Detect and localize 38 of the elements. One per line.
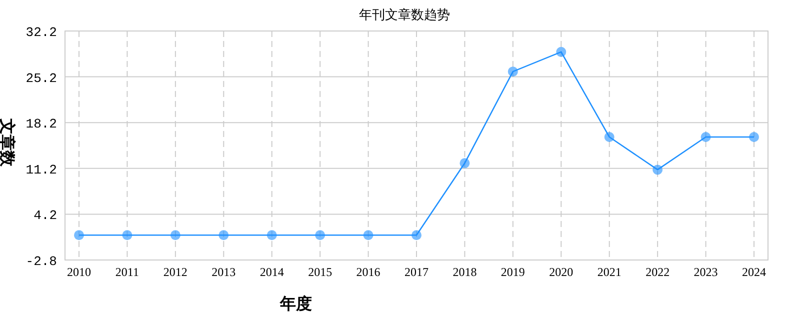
x-tick-label: 2019: [500, 265, 525, 279]
y-tick-label: 11.2: [26, 162, 57, 178]
point: [122, 230, 132, 240]
x-tick-label: 2011: [115, 265, 139, 279]
point: [604, 132, 614, 142]
x-tick-label: 2015: [308, 265, 332, 279]
x-tick-label: 2010: [67, 265, 91, 279]
point: [652, 164, 663, 175]
x-tick-label: 2017: [404, 265, 428, 279]
x-tick-label: 2018: [452, 265, 477, 279]
x-tick-label: 2012: [163, 265, 188, 279]
point: [508, 66, 518, 77]
x-tick-label: 2020: [549, 265, 574, 279]
x-tick-label: 2022: [646, 265, 670, 279]
x-tick-label: 2023: [694, 265, 718, 279]
point: [700, 132, 711, 142]
point: [170, 230, 180, 240]
point: [218, 230, 229, 240]
x-tick-label: 2024: [742, 265, 766, 279]
point: [460, 158, 470, 168]
x-axis-title: 年度: [279, 294, 312, 313]
x-tick-label: 2013: [212, 265, 236, 279]
point: [74, 230, 84, 240]
x-tick-label: 2021: [597, 265, 622, 279]
y-tick-label: 18.2: [26, 116, 57, 132]
y-tick-label: 32.2: [26, 25, 57, 40]
y-tick-label: 4.2: [34, 208, 57, 224]
point: [315, 230, 326, 240]
chart-title: 年刊文章数趋势: [359, 7, 450, 22]
point: [749, 132, 759, 142]
x-tick-label: 2014: [260, 265, 284, 279]
point: [266, 230, 277, 240]
point: [556, 46, 566, 57]
point: [412, 230, 422, 240]
y-tick-label: 25.2: [26, 70, 57, 86]
y-tick-label: -2.8: [26, 254, 57, 269]
point: [363, 230, 374, 240]
x-tick-label: 2016: [356, 265, 380, 279]
